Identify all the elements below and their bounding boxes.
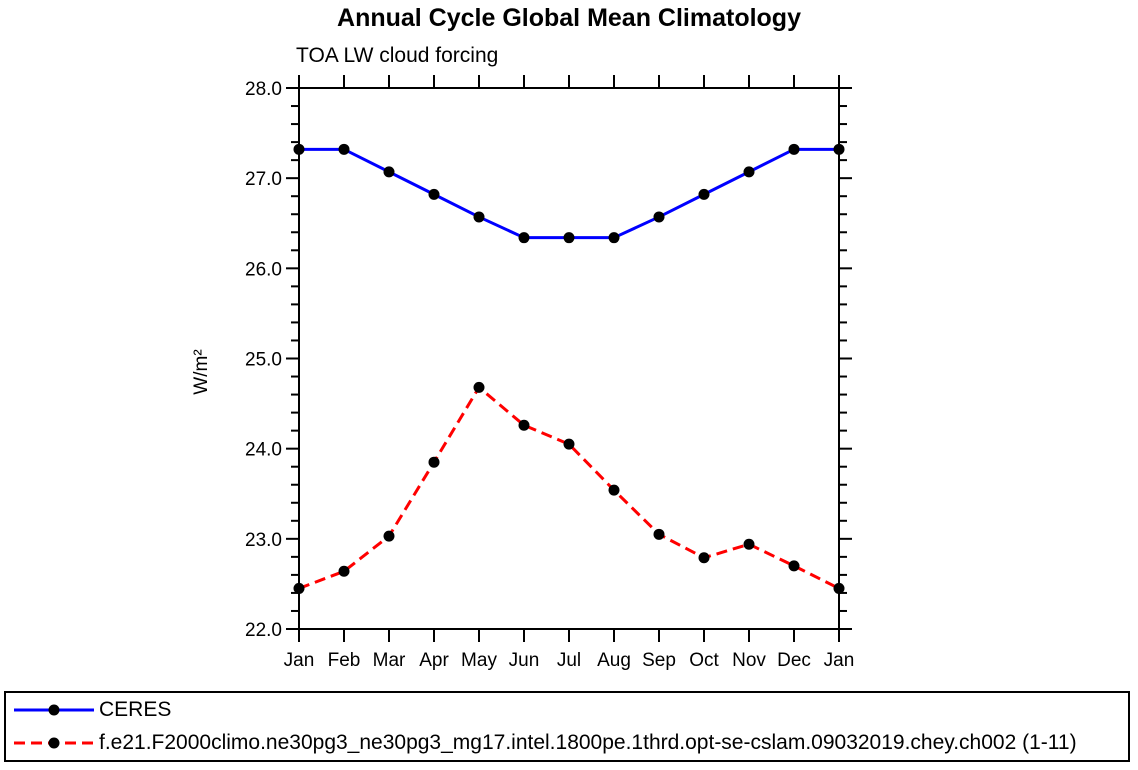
y-tick-label: 24.0 (245, 440, 282, 461)
series-line-ceres (299, 147, 839, 240)
y-tick-label: 28.0 (245, 79, 282, 100)
data-point-marker (428, 456, 440, 468)
legend-box: CERES f.e21.F2000climo.ne30pg3_ne30pg3_m… (4, 691, 1130, 762)
data-point-marker (653, 528, 665, 540)
data-point-marker (608, 484, 620, 496)
data-point-marker (788, 143, 800, 155)
month-label: Jul (557, 650, 581, 671)
month-label: Jan (824, 650, 855, 671)
data-point-marker (833, 143, 845, 155)
month-label: Oct (689, 650, 719, 671)
legend-line-sample-model-run (14, 737, 94, 749)
legend-line-sample-ceres (14, 704, 94, 716)
plot-area: 22.0 23.0 24.0 25.0 26.0 27.0 28.0 Jan Feb Mar Apr… (191, 75, 855, 671)
legend-label-ceres: CERES (99, 697, 172, 721)
y-tick-label: 22.0 (245, 620, 282, 641)
data-point-marker (293, 582, 305, 594)
month-label: Aug (597, 650, 631, 671)
data-point-marker (833, 582, 845, 594)
data-point-marker (698, 552, 710, 564)
chart-subtitle: TOA LW cloud forcing (296, 44, 499, 67)
month-label: Mar (373, 650, 406, 671)
data-point-marker (428, 188, 440, 200)
month-label: Feb (328, 650, 361, 671)
month-label: Jan (284, 650, 315, 671)
data-point-marker (338, 143, 350, 155)
data-point-marker (383, 530, 395, 542)
month-label: Sep (642, 650, 676, 671)
month-label: Nov (732, 650, 766, 671)
data-point-marker (473, 381, 485, 393)
data-point-marker (743, 538, 755, 550)
data-point-marker (518, 232, 530, 244)
data-point-marker (473, 211, 485, 223)
y-tick-label: 23.0 (245, 530, 282, 551)
data-point-marker (608, 232, 620, 244)
month-label: May (461, 650, 497, 671)
data-point-marker (563, 232, 575, 244)
legend-item-model-run: f.e21.F2000climo.ne30pg3_ne30pg3_mg17.in… (12, 727, 1128, 761)
y-tick-label: 27.0 (245, 169, 282, 190)
data-point-marker (338, 565, 350, 577)
y-axis-title: W/m² (191, 349, 212, 394)
legend-item-ceres: CERES (12, 693, 1128, 727)
data-point-marker (653, 211, 665, 223)
data-point-marker (518, 419, 530, 431)
data-point-marker (743, 166, 755, 178)
month-label: Dec (777, 650, 811, 671)
y-tick-label: 25.0 (245, 350, 282, 371)
data-point-marker (563, 438, 575, 450)
data-point-marker (383, 166, 395, 178)
chart-title: Annual Cycle Global Mean Climatology (337, 4, 801, 32)
data-point-marker (788, 560, 800, 572)
data-point-marker (698, 188, 710, 200)
y-tick-label: 26.0 (245, 259, 282, 280)
month-label: Apr (419, 650, 449, 671)
data-point-marker (293, 143, 305, 155)
month-label: Jun (509, 650, 540, 671)
series-line-model-run (298, 385, 840, 590)
legend-label-model-run: f.e21.F2000climo.ne30pg3_ne30pg3_mg17.in… (99, 731, 1077, 755)
